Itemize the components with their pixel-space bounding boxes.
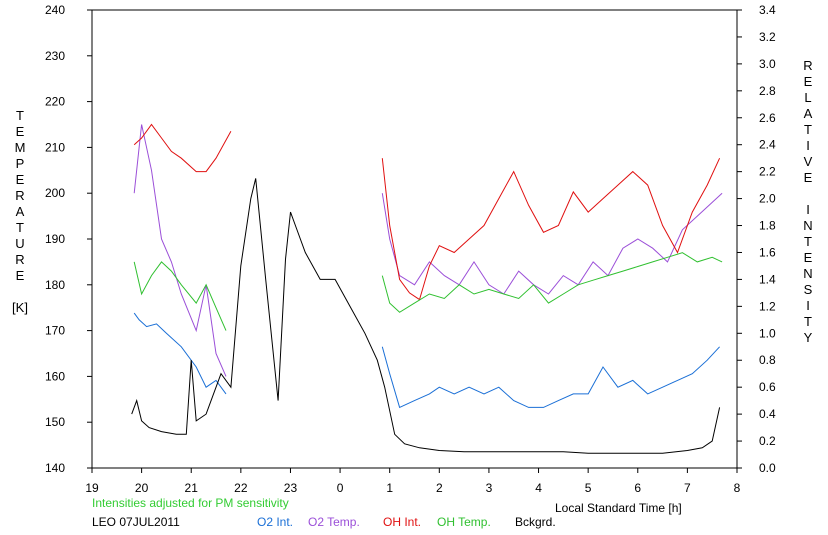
- x-tick-label: 8: [734, 481, 741, 495]
- x-axis-label: Local Standard Time [h]: [555, 501, 682, 515]
- y-left-tick-label: 200: [45, 186, 65, 200]
- y-left-tick-label: 140: [45, 461, 65, 475]
- series-line: [381, 346, 720, 409]
- series-line: [131, 178, 721, 454]
- y-left-title-letter: P: [16, 156, 25, 171]
- legend-entry: O2 Int.: [257, 515, 293, 529]
- y-left-title-letter: R: [15, 188, 24, 203]
- y-axis-right: 0.0 0.2 0.4 0.6 0.8 1.0 1.2 1.4 1.6 1.8 2.0 2.2 2.4 2…: [737, 3, 776, 475]
- x-tick-label: 20: [135, 481, 149, 495]
- y-right-tick-label: 0.4: [759, 407, 776, 421]
- y-left-tick-label: 190: [45, 232, 65, 246]
- y-left-tick-label: 170: [45, 324, 65, 338]
- y-right-tick-label: 1.2: [759, 299, 776, 313]
- x-tick-label: 0: [337, 481, 344, 495]
- series-line: [133, 123, 232, 173]
- x-tick-label: 21: [185, 481, 199, 495]
- x-tick-label: 4: [535, 481, 542, 495]
- y-right-tick-label: 2.0: [759, 192, 776, 206]
- y-left-tick-label: 180: [45, 278, 65, 292]
- y-left-title-letter: E: [16, 172, 25, 187]
- y-left-title-letter: T: [16, 108, 24, 123]
- y-right-title-letter: T: [804, 234, 812, 249]
- y-right-title-letter: L: [804, 90, 811, 105]
- y-left-tick-label: 240: [45, 3, 65, 17]
- y-right-title-letter: V: [804, 154, 813, 169]
- y-left-title-letter: R: [15, 252, 24, 267]
- y-left-tick-label: 220: [45, 95, 65, 109]
- series-line: [133, 261, 227, 331]
- x-tick-label: 7: [684, 481, 691, 495]
- x-tick-label: 5: [585, 481, 592, 495]
- x-tick-label: 22: [234, 481, 248, 495]
- series-line: [381, 192, 723, 295]
- y-right-title-letter: Y: [804, 330, 813, 345]
- y-right-tick-label: 0.6: [759, 380, 776, 394]
- y-right-tick-label: 1.0: [759, 326, 776, 340]
- y-axis-left-unit: [K]: [12, 300, 28, 315]
- y-left-title-letter: T: [16, 220, 24, 235]
- y-right-title-letter: E: [804, 74, 813, 89]
- x-tick-label: 1: [386, 481, 393, 495]
- y-right-title-letter: I: [806, 202, 810, 217]
- y-right-tick-label: 2.8: [759, 84, 776, 98]
- x-tick-label: 2: [436, 481, 443, 495]
- y-left-title-letter: E: [16, 124, 25, 139]
- y-left-tick-label: 160: [45, 369, 65, 383]
- y-right-title-letter: N: [803, 266, 812, 281]
- y-right-tick-label: 2.2: [759, 165, 776, 179]
- y-right-title-letter: E: [804, 250, 813, 265]
- y-left-title-letter: U: [15, 236, 24, 251]
- y-right-title-letter: S: [804, 282, 813, 297]
- y-left-tick-label: 210: [45, 140, 65, 154]
- y-right-tick-label: 0.0: [759, 461, 776, 475]
- y-right-tick-label: 1.6: [759, 245, 776, 259]
- y-left-title-letter: E: [16, 268, 25, 283]
- series-line: [133, 312, 227, 395]
- y-right-tick-label: 2.6: [759, 111, 776, 125]
- y-right-tick-label: 1.4: [759, 272, 776, 286]
- y-right-tick-label: 3.2: [759, 30, 776, 44]
- station-label: LEO 07JUL2011: [92, 515, 180, 529]
- y-right-tick-label: 3.4: [759, 3, 776, 17]
- y-right-title-letter: I: [806, 138, 810, 153]
- legend-entry: O2 Temp.: [308, 515, 360, 529]
- y-axis-left: 140 150 160 170 180 190 200 210 220 230 240: [45, 3, 92, 475]
- y-right-title-letter: T: [804, 314, 812, 329]
- y-right-title-letter: R: [803, 58, 812, 73]
- y-right-tick-label: 0.2: [759, 434, 776, 448]
- plot-frame: [91, 9, 738, 469]
- y-right-title-letter: A: [804, 106, 813, 121]
- y-right-title-letter: I: [806, 298, 810, 313]
- x-tick-label: 19: [85, 481, 99, 495]
- legend-entry: OH Int.: [383, 515, 421, 529]
- y-right-tick-label: 3.0: [759, 57, 776, 71]
- y-left-title-letter: A: [16, 204, 25, 219]
- series-line: [381, 252, 723, 313]
- series-line: [381, 157, 721, 301]
- x-tick-label: 6: [634, 481, 641, 495]
- y-right-tick-label: 2.4: [759, 138, 776, 152]
- y-left-tick-label: 150: [45, 415, 65, 429]
- x-tick-label: 23: [284, 481, 298, 495]
- y-left-tick-label: 230: [45, 49, 65, 63]
- legend-entry: Bckgrd.: [515, 515, 556, 529]
- legend: O2 Int. O2 Temp. OH Int. OH Temp. Bckgrd.: [257, 515, 556, 529]
- x-tick-label: 3: [486, 481, 493, 495]
- y-left-title-letter: M: [15, 140, 26, 155]
- y-right-title-letter: N: [803, 218, 812, 233]
- y-right-tick-label: 1.8: [759, 219, 776, 233]
- sensitivity-note: Intensities adjusted for PM sensitivity: [92, 496, 289, 510]
- x-axis: 19 20 21 22 23 0 1 2 3 4 5 6 7 8: [85, 468, 741, 495]
- y-right-title-letter: T: [804, 122, 812, 137]
- y-right-tick-label: 0.8: [759, 353, 776, 367]
- series-layer: [131, 123, 723, 454]
- y-right-title-letter: E: [804, 170, 813, 185]
- legend-entry: OH Temp.: [437, 515, 491, 529]
